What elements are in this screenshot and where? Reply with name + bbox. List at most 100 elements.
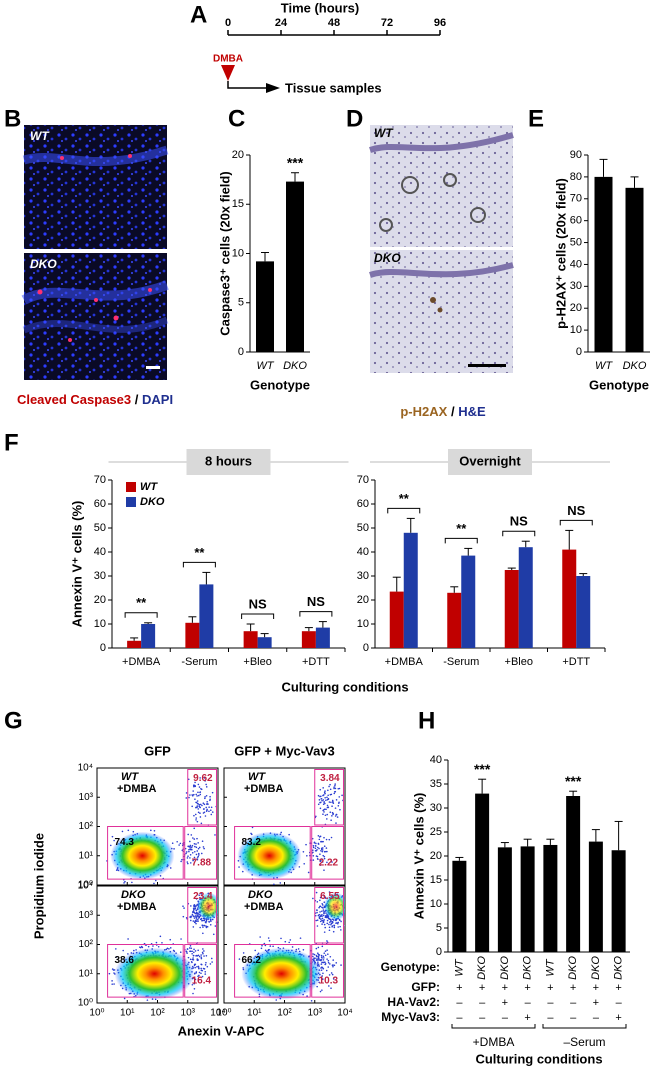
event-dot bbox=[211, 811, 214, 813]
event-dot bbox=[203, 808, 205, 810]
event-dot bbox=[254, 949, 257, 952]
event-dot bbox=[328, 985, 330, 987]
event-dot bbox=[329, 955, 332, 958]
event-dot bbox=[333, 792, 336, 795]
event-dot bbox=[323, 957, 325, 959]
event-dot bbox=[193, 963, 196, 966]
event-dot bbox=[332, 978, 335, 980]
event-dot bbox=[310, 1000, 313, 1002]
gate-value: 9.62 bbox=[193, 773, 213, 784]
event-dot bbox=[197, 975, 199, 978]
event-dot bbox=[193, 921, 196, 924]
caption-stain: p-H2AX bbox=[400, 404, 447, 419]
event-dot bbox=[200, 963, 202, 966]
table-cell: DKO bbox=[476, 956, 488, 980]
event-dot bbox=[115, 948, 117, 950]
event-dot bbox=[111, 983, 114, 985]
y-tick-label: 10² bbox=[79, 939, 94, 950]
event-dot bbox=[221, 907, 223, 909]
bar bbox=[286, 181, 304, 352]
event-dot bbox=[150, 829, 152, 832]
event-dot bbox=[191, 851, 194, 854]
event-dot bbox=[201, 975, 204, 978]
table-cell: – bbox=[547, 997, 554, 1009]
event-dot bbox=[327, 917, 330, 920]
gate-value: 16.4 bbox=[192, 976, 212, 987]
event-dot bbox=[200, 954, 202, 956]
event-dot bbox=[317, 843, 320, 845]
event-dot bbox=[322, 955, 325, 958]
event-dot bbox=[192, 958, 195, 961]
event-dot bbox=[321, 966, 324, 969]
significance: *** bbox=[565, 773, 582, 789]
gate-value: 66.2 bbox=[241, 955, 261, 966]
event-dot bbox=[317, 955, 320, 957]
event-dot bbox=[195, 819, 197, 821]
y-tick-label: 40 bbox=[430, 754, 442, 766]
y-tick-label: 10 bbox=[430, 898, 442, 910]
event-dot bbox=[322, 787, 324, 789]
event-dot bbox=[312, 897, 314, 900]
event-dot bbox=[323, 911, 325, 914]
event-dot bbox=[196, 850, 199, 852]
panel-letter: C bbox=[228, 105, 245, 132]
event-dot bbox=[198, 854, 200, 856]
x-tick-label: 10⁴ bbox=[210, 1008, 225, 1019]
event-dot bbox=[179, 842, 182, 845]
event-dot bbox=[221, 916, 223, 918]
gate-value: 74.3 bbox=[114, 837, 134, 848]
group-label: –Serum bbox=[563, 1035, 605, 1049]
caption-sep: / bbox=[451, 404, 455, 419]
event-dot bbox=[206, 809, 208, 812]
event-dot bbox=[315, 891, 318, 894]
event-dot bbox=[326, 813, 329, 816]
event-dot bbox=[327, 794, 329, 797]
timeline-title: Time (hours) bbox=[281, 0, 360, 15]
event-dot bbox=[319, 801, 322, 804]
event-dot bbox=[324, 792, 326, 795]
y-tick-label: 30 bbox=[570, 280, 582, 292]
event-dot bbox=[123, 882, 125, 884]
image-label: DKO bbox=[374, 251, 401, 265]
event-dot bbox=[330, 972, 333, 974]
event-dot bbox=[209, 795, 211, 798]
event-dot bbox=[193, 917, 196, 919]
event-dot bbox=[210, 813, 213, 816]
event-dot bbox=[209, 809, 212, 811]
x-tick-label: +DTT bbox=[302, 656, 330, 668]
group-bracket bbox=[542, 1024, 627, 1029]
event-dot bbox=[288, 833, 290, 836]
event-dot bbox=[200, 972, 202, 975]
event-dot bbox=[311, 849, 314, 852]
significance: ** bbox=[399, 491, 410, 506]
x-axis-label: Anexin V-APC bbox=[178, 1023, 265, 1038]
event-dot bbox=[324, 950, 327, 952]
bar bbox=[301, 631, 316, 648]
event-dot bbox=[191, 794, 193, 796]
event-dot bbox=[332, 964, 334, 966]
event-dot bbox=[331, 973, 334, 976]
event-dot bbox=[329, 788, 332, 791]
event-dot bbox=[204, 971, 207, 973]
event-dot bbox=[157, 945, 160, 948]
event-dot bbox=[196, 837, 198, 840]
event-dot bbox=[193, 948, 195, 951]
event-dot bbox=[198, 955, 201, 958]
bracket bbox=[241, 613, 275, 619]
event-dot bbox=[327, 959, 330, 962]
event-dot bbox=[178, 844, 180, 846]
event-dot bbox=[192, 859, 194, 862]
event-dot bbox=[195, 898, 198, 900]
y-tick-label: 10 bbox=[232, 247, 244, 259]
event-dot bbox=[183, 907, 185, 909]
gate bbox=[107, 826, 184, 880]
group-label: +DMBA bbox=[473, 1035, 515, 1049]
event-dot bbox=[333, 926, 336, 929]
event-dot bbox=[313, 841, 316, 844]
event-dot bbox=[208, 921, 210, 923]
y-tick-label: 0 bbox=[238, 346, 244, 358]
title-box bbox=[448, 449, 532, 475]
y-tick-label: 5 bbox=[436, 922, 442, 934]
event-dot bbox=[312, 953, 314, 955]
event-dot bbox=[194, 966, 196, 969]
